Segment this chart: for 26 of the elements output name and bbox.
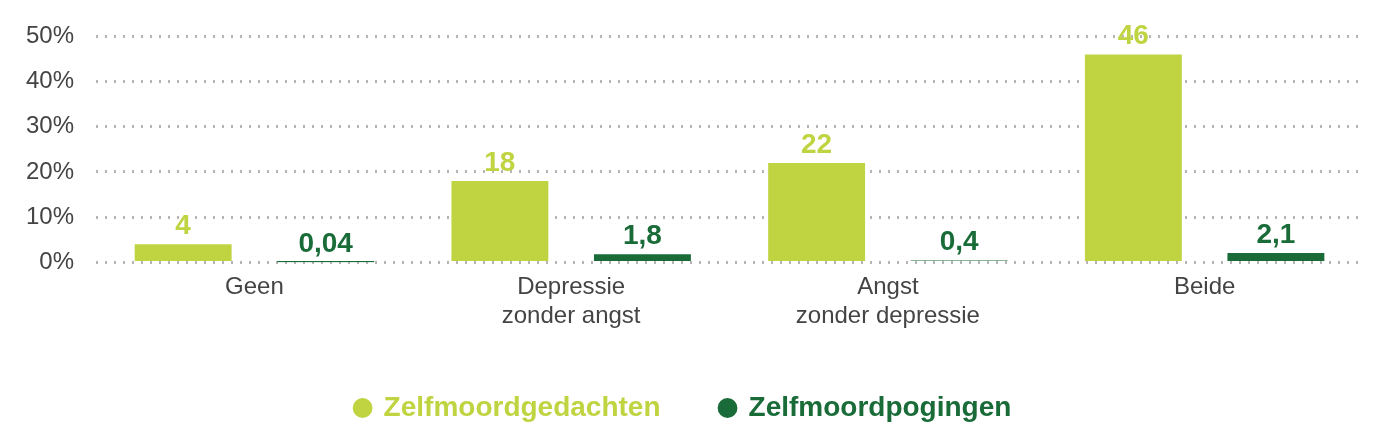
data-label: 0,4 bbox=[939, 225, 980, 257]
y-tick-label: 10% bbox=[25, 201, 75, 229]
legend-label: Zelfmoordgedachten bbox=[383, 390, 661, 422]
bar bbox=[1227, 252, 1325, 261]
data-label: 18 bbox=[484, 145, 516, 177]
data-label: 0,04 bbox=[298, 226, 354, 258]
y-tick-label: 30% bbox=[25, 111, 75, 139]
y-tick-label: 0% bbox=[39, 247, 75, 275]
data-label: 46 bbox=[1117, 19, 1149, 51]
x-tick-label: Geen bbox=[225, 272, 284, 300]
data-label: 22 bbox=[801, 127, 833, 159]
bar bbox=[1084, 54, 1182, 261]
bar bbox=[768, 162, 866, 261]
y-tick-label: 40% bbox=[25, 66, 75, 94]
x-tick-label: Beide bbox=[1173, 272, 1236, 300]
x-tick-label: Angst zonder depressie bbox=[795, 272, 980, 329]
data-label: 4 bbox=[175, 209, 192, 241]
y-tick-label: 50% bbox=[25, 21, 75, 49]
data-label: 1,8 bbox=[622, 218, 662, 250]
bar bbox=[134, 244, 232, 261]
data-label: 2,1 bbox=[1256, 217, 1296, 249]
bar bbox=[593, 254, 691, 261]
bar bbox=[451, 181, 549, 261]
x-tick-label: Depressie zonder angst bbox=[501, 272, 641, 329]
y-tick-label: 20% bbox=[25, 156, 75, 184]
legend-label: Zelfmoordpogingen bbox=[748, 390, 1012, 422]
